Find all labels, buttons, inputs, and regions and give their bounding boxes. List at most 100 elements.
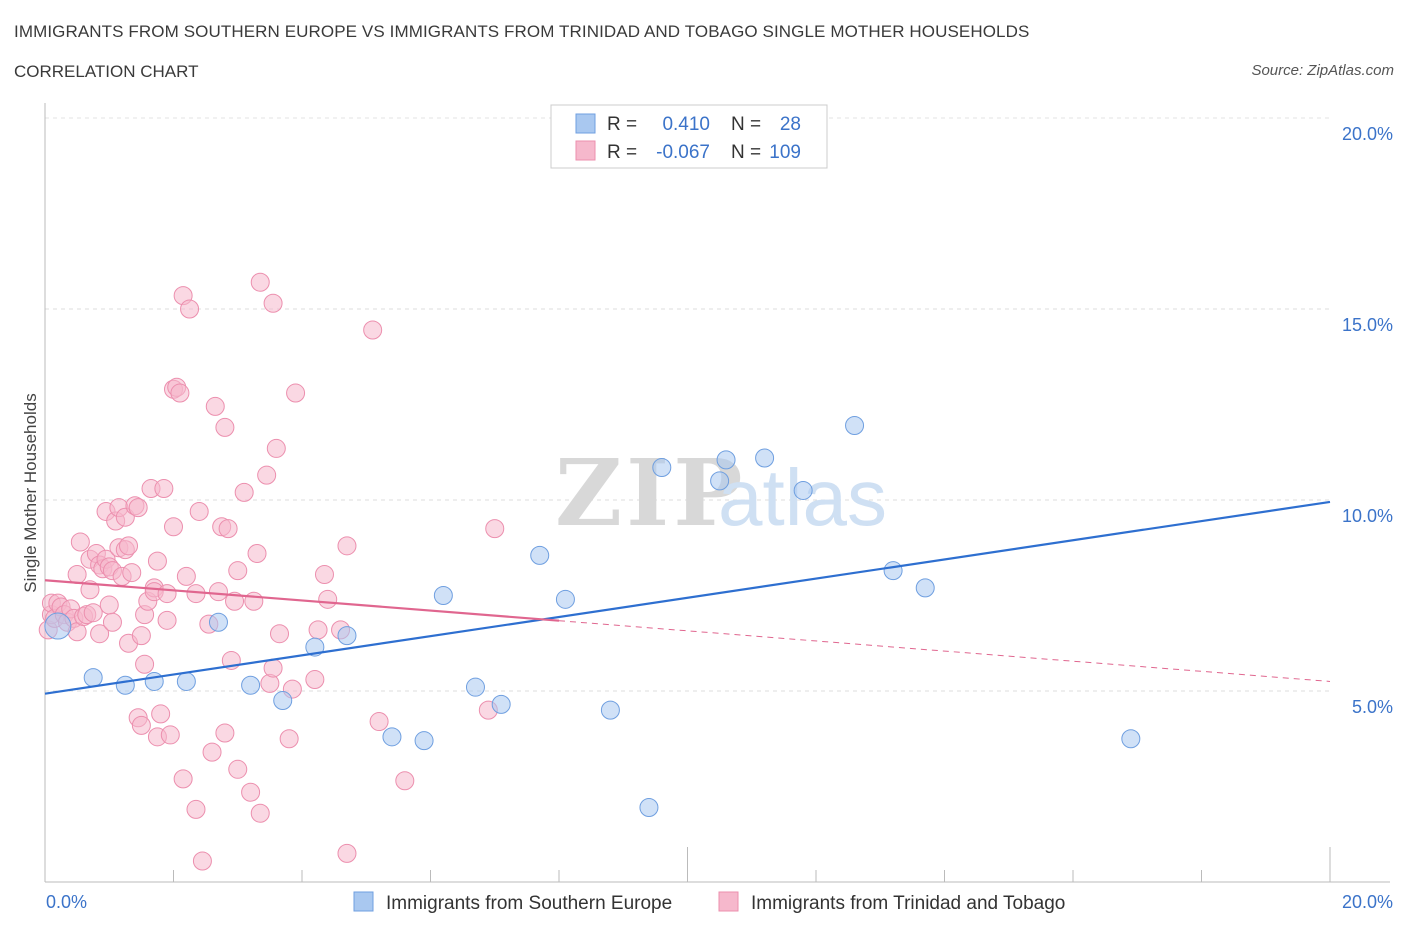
y-tick-label-0: 5.0% — [1352, 697, 1393, 717]
point-trinidad-102 — [369, 712, 389, 732]
point-southern-europe-9 — [337, 626, 357, 646]
point-southern-europe-19 — [652, 458, 672, 478]
point-trinidad-89 — [266, 438, 286, 458]
x-tick-label-0: 0.0% — [46, 892, 87, 912]
point-trinidad-36 — [122, 563, 142, 583]
point-trinidad-77 — [228, 561, 248, 581]
point-southern-europe-17 — [600, 700, 620, 720]
point-southern-europe-20 — [710, 471, 730, 491]
point-trinidad-72 — [215, 723, 235, 743]
point-trinidad-79 — [234, 482, 254, 502]
x-tick-labels: 0.0% 20.0% — [46, 892, 1393, 912]
point-trinidad-83 — [250, 272, 270, 292]
point-trinidad-103 — [395, 771, 415, 791]
point-trinidad-48 — [147, 551, 167, 571]
chart-title: IMMIGRANTS FROM SOUTHERN EUROPE VS IMMIG… — [14, 22, 1030, 41]
y-tick-label-1: 10.0% — [1342, 506, 1393, 526]
point-southern-europe-27 — [1121, 729, 1141, 749]
point-trinidad-65 — [189, 501, 209, 521]
trend-line-southern-europe — [44, 500, 1331, 695]
point-southern-europe-26 — [915, 578, 935, 598]
trend-line-trinidad-extension — [558, 620, 1331, 682]
point-trinidad-27 — [102, 612, 122, 632]
point-trinidad-100 — [337, 843, 357, 863]
point-trinidad-82 — [247, 543, 267, 563]
point-southern-europe-14 — [491, 694, 511, 714]
trend-lines — [44, 500, 1331, 695]
point-trinidad-87 — [263, 293, 283, 313]
point-southern-europe-0 — [44, 612, 72, 640]
legend-n-label-1: N = — [731, 114, 766, 135]
point-trinidad-55 — [164, 517, 183, 537]
y-tick-label-3: 20.0% — [1342, 124, 1393, 144]
point-trinidad-90 — [270, 624, 290, 644]
point-trinidad-88 — [263, 658, 283, 678]
legend-r-value-1: 0.410 — [662, 114, 710, 135]
point-trinidad-51 — [154, 479, 174, 499]
legend-swatch-blue — [575, 113, 596, 134]
point-trinidad-54 — [160, 725, 180, 745]
chart-subtitle: CORRELATION CHART — [14, 62, 199, 81]
legend-r-value-2: -0.067 — [656, 142, 710, 163]
bottom-legend-swatch-pink — [718, 891, 739, 912]
point-trinidad-80 — [241, 782, 261, 802]
stats-legend: R = 0.410 N = 28 R = -0.067 N = 109 — [550, 104, 828, 169]
point-southern-europe-7 — [273, 691, 293, 711]
point-trinidad-60 — [173, 769, 193, 789]
point-trinidad-12 — [70, 532, 90, 552]
legend-swatch-pink — [575, 140, 596, 161]
point-trinidad-68 — [202, 742, 222, 762]
point-trinidad-95 — [308, 620, 328, 640]
point-trinidad-50 — [151, 704, 171, 724]
axes — [44, 103, 1390, 883]
point-southern-europe-12 — [433, 586, 453, 605]
point-southern-europe-1 — [83, 668, 103, 688]
point-trinidad-61 — [176, 566, 196, 586]
series-trinidad-points — [38, 272, 505, 871]
bottom-legend-swatch-blue — [353, 891, 374, 912]
point-trinidad-53 — [157, 610, 177, 630]
legend-r-label-1: R = — [607, 114, 642, 135]
point-trinidad-62 — [180, 299, 200, 319]
point-southern-europe-25 — [883, 561, 903, 581]
series-southern-europe-points — [44, 416, 1141, 818]
point-trinidad-96 — [314, 564, 334, 584]
point-southern-europe-18 — [639, 798, 659, 818]
point-trinidad-38 — [128, 498, 148, 518]
y-tick-label-2: 15.0% — [1342, 315, 1393, 335]
point-trinidad-66 — [192, 851, 212, 871]
point-trinidad-84 — [250, 803, 270, 823]
point-trinidad-42 — [135, 654, 155, 674]
point-southern-europe-21 — [716, 450, 736, 470]
point-trinidad-81 — [244, 591, 264, 611]
point-trinidad-69 — [205, 396, 225, 416]
point-southern-europe-22 — [755, 448, 775, 468]
point-southern-europe-6 — [241, 675, 261, 695]
point-trinidad-93 — [286, 383, 306, 403]
point-trinidad-40 — [131, 715, 151, 735]
point-trinidad-17 — [83, 603, 103, 623]
point-southern-europe-4 — [176, 671, 196, 691]
point-southern-europe-3 — [144, 671, 164, 691]
point-trinidad-52 — [157, 584, 177, 604]
point-trinidad-24 — [99, 595, 119, 615]
point-trinidad-85 — [257, 465, 277, 485]
point-trinidad-76 — [225, 591, 245, 611]
point-southern-europe-11 — [414, 731, 434, 751]
point-trinidad-58 — [170, 383, 190, 403]
point-trinidad-20 — [90, 624, 110, 644]
point-trinidad-91 — [279, 729, 299, 749]
point-southern-europe-24 — [845, 416, 865, 436]
source-note: Source: ZipAtlas.com — [1251, 62, 1394, 79]
point-trinidad-63 — [186, 799, 206, 819]
legend-r-label-2: R = — [607, 142, 642, 163]
point-trinidad-70 — [208, 582, 228, 602]
point-trinidad-94 — [305, 670, 325, 690]
point-trinidad-105 — [485, 519, 505, 539]
point-trinidad-101 — [363, 320, 383, 340]
trend-line-trinidad — [44, 579, 560, 622]
point-trinidad-41 — [131, 626, 151, 646]
point-southern-europe-23 — [793, 480, 813, 500]
legend-n-value-1: 28 — [780, 114, 801, 135]
